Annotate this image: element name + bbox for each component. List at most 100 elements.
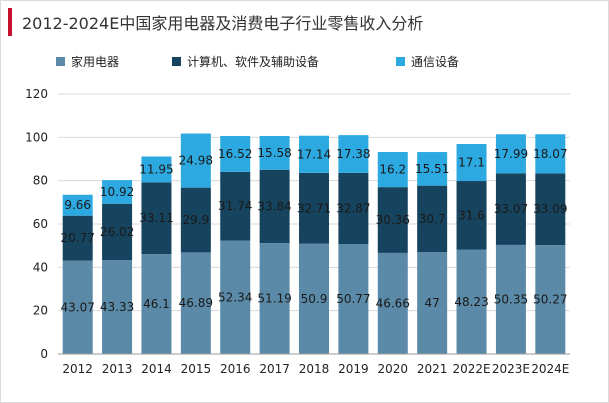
bar-segment — [180, 133, 211, 188]
data-label: 50.77 — [336, 292, 370, 306]
data-label: 33.07 — [494, 202, 528, 216]
data-label: 10.92 — [100, 185, 134, 199]
x-tick-label: 2021 — [417, 362, 448, 376]
bar-segment — [141, 182, 172, 255]
y-tick-label: 120 — [25, 87, 48, 101]
bar-segment — [417, 252, 448, 354]
bar-segment — [299, 135, 329, 173]
bar-segment — [417, 152, 448, 186]
x-tick-label: 2023E — [492, 362, 530, 376]
data-label: 33.11 — [139, 211, 173, 225]
x-tick-label: 2022E — [452, 362, 490, 376]
bar-segment — [220, 240, 251, 354]
bar-segment — [220, 136, 251, 172]
data-label: 17.14 — [297, 147, 331, 161]
bar-segment — [338, 243, 369, 354]
legend-label-appliances: 家用电器 — [71, 55, 120, 69]
data-label: 52.34 — [218, 290, 252, 304]
bar-segment — [495, 244, 526, 354]
data-label: 9.66 — [64, 198, 91, 212]
data-label: 17.1 — [458, 156, 485, 170]
bar-segment — [495, 134, 526, 174]
bar-segment — [456, 249, 487, 354]
data-label: 18.07 — [533, 147, 567, 161]
data-label: 32.71 — [297, 201, 331, 215]
bar-segment — [456, 143, 487, 182]
data-label: 26.02 — [100, 225, 134, 239]
data-label: 15.58 — [257, 146, 291, 160]
x-tick-label: 2016 — [220, 362, 251, 376]
legend-item-telecom: 通信设备 — [396, 53, 459, 70]
x-tick-label: 2018 — [299, 362, 330, 376]
data-label: 31.6 — [458, 208, 485, 222]
data-label: 33.09 — [533, 202, 567, 216]
bar-segment — [456, 181, 487, 250]
x-tick-label: 2017 — [259, 362, 290, 376]
data-label: 30.36 — [376, 213, 410, 227]
x-tick-label: 2019 — [338, 362, 369, 376]
y-tick-label: 60 — [33, 217, 48, 231]
bar-segment — [102, 203, 133, 261]
legend-item-computers: 计算机、软件及辅助设备 — [172, 53, 319, 70]
data-label: 46.66 — [376, 296, 410, 310]
bar-segment — [299, 243, 329, 354]
bar-segment — [259, 169, 290, 244]
data-label: 47 — [425, 296, 440, 310]
bar-segment — [535, 245, 566, 354]
axis-layer: 0 20 40 60 80 100 120 2012 2013 2014 2015 2016 2017 2… — [25, 87, 570, 376]
y-tick-label: 20 — [33, 304, 48, 318]
bar-segment — [377, 252, 408, 354]
data-label: 11.95 — [139, 162, 173, 176]
data-label: 50.27 — [533, 293, 567, 307]
data-label: 30.7 — [419, 212, 446, 226]
bar-segment — [299, 172, 329, 244]
x-tick-label: 2024E — [531, 362, 569, 376]
bar-segment — [259, 243, 290, 354]
legend-swatch-telecom — [396, 57, 405, 66]
bar-segment — [102, 180, 133, 204]
bar-segment — [417, 185, 448, 253]
data-label: 48.23 — [454, 295, 488, 309]
legend-swatch-computers — [172, 57, 181, 66]
data-label: 43.33 — [100, 300, 134, 314]
data-label: 17.99 — [494, 147, 528, 161]
bar-segment — [338, 172, 369, 244]
bar-segment — [62, 260, 93, 354]
data-label: 43.07 — [61, 300, 95, 314]
data-label: 46.89 — [179, 296, 213, 310]
legend-label-telecom: 通信设备 — [411, 55, 460, 69]
y-tick-label: 80 — [33, 174, 48, 188]
bar-segment — [377, 152, 408, 188]
legend: 家用电器 计算机、软件及辅助设备 通信设备 — [56, 53, 576, 71]
bar-segment — [62, 194, 93, 216]
x-tick-label: 2020 — [377, 362, 408, 376]
data-label: 33.84 — [257, 199, 291, 213]
data-label: 51.19 — [257, 292, 291, 306]
bar-segment — [495, 173, 526, 245]
bar-segment — [102, 260, 133, 354]
data-label: 31.74 — [218, 199, 252, 213]
data-label: 50.9 — [301, 292, 328, 306]
bar-segment — [259, 136, 290, 170]
data-labels-layer: 43.07 20.77 9.66 43.33 26.02 10.92 46.1 33.11 11… — [61, 146, 568, 314]
y-tick-label: 40 — [33, 260, 48, 274]
legend-swatch-appliances — [56, 57, 65, 66]
data-label: 20.77 — [61, 231, 95, 245]
data-label: 24.98 — [179, 154, 213, 168]
y-tick-label: 100 — [25, 130, 48, 144]
x-tick-label: 2012 — [62, 362, 93, 376]
data-label: 17.38 — [336, 147, 370, 161]
legend-label-computers: 计算机、软件及辅助设备 — [187, 55, 320, 69]
bar-segment — [180, 252, 211, 354]
bar-segment — [535, 134, 566, 174]
data-label: 50.35 — [494, 292, 528, 306]
bar-segment — [535, 173, 566, 246]
bar-segment — [141, 156, 172, 183]
y-tick-label: 0 — [40, 347, 48, 361]
data-label: 29.9 — [182, 213, 209, 227]
x-tick-label: 2014 — [141, 362, 172, 376]
data-label: 46.1 — [143, 297, 170, 311]
data-label: 16.2 — [379, 163, 406, 177]
bar-segment — [62, 215, 93, 261]
